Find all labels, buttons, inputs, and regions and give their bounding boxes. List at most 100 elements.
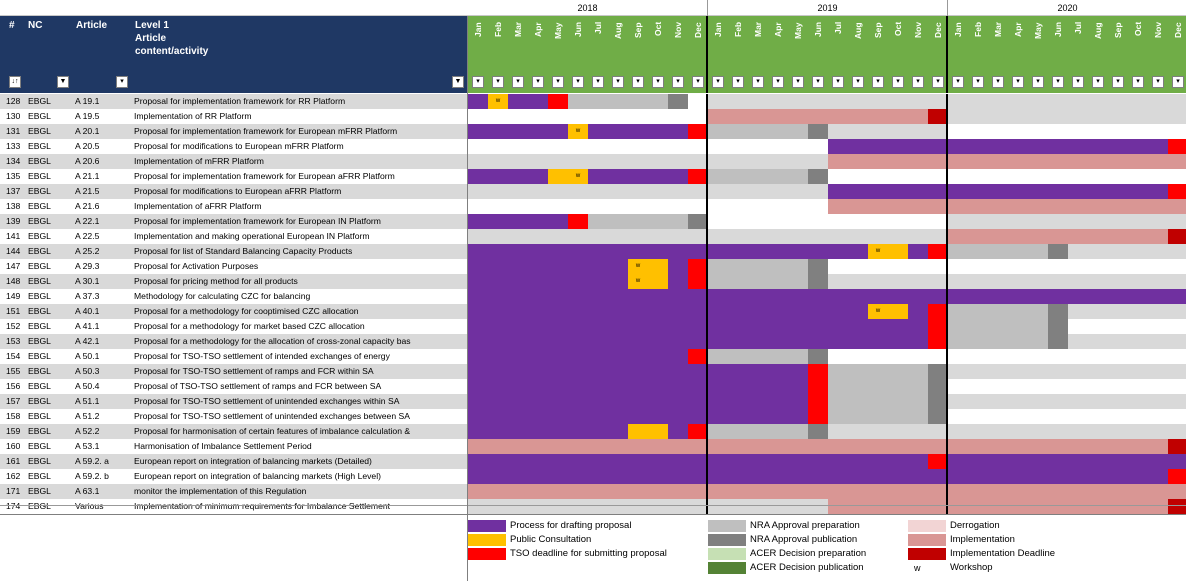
gantt-cell	[528, 304, 548, 319]
table-row[interactable]: 131 EBGL A 20.1 Proposal for implementation…	[0, 124, 1186, 139]
gantt-cell	[488, 334, 508, 349]
month-filter-button[interactable]: ▾	[812, 76, 824, 88]
gantt-cell	[548, 319, 568, 334]
gantt-cell	[1128, 244, 1148, 259]
table-row[interactable]: 151 EBGL A 40.1 Proposal for a methodology …	[0, 304, 1186, 319]
filter-active-button-nc[interactable]: ▼	[57, 76, 69, 88]
month-filter-button[interactable]: ▾	[852, 76, 864, 88]
month-filter-button[interactable]: ▾	[592, 76, 604, 88]
gantt-cell	[808, 334, 828, 349]
month-filter-button[interactable]: ▾	[832, 76, 844, 88]
month-filter-button[interactable]: ▾	[752, 76, 764, 88]
month-filter-button[interactable]: ▾	[552, 76, 564, 88]
row-art: Various	[75, 501, 104, 511]
filter-button-article[interactable]: ▾	[116, 76, 128, 88]
gantt-cell	[608, 169, 628, 184]
gantt-cell	[1128, 379, 1148, 394]
gantt-cell	[1168, 469, 1186, 484]
month-filter-button[interactable]: ▾	[912, 76, 924, 88]
gantt-cell	[1008, 394, 1028, 409]
gantt-cell	[488, 424, 508, 439]
month-filter-button[interactable]: ▾	[872, 76, 884, 88]
table-row[interactable]: 156 EBGL A 50.4 Proposal of TSO-TSO settlem…	[0, 379, 1186, 394]
month-filter-button[interactable]: ▾	[1132, 76, 1144, 88]
month-filter-button[interactable]: ▾	[532, 76, 544, 88]
gantt-cell	[828, 244, 848, 259]
table-row[interactable]: 155 EBGL A 50.3 Proposal for TSO-TSO settle…	[0, 364, 1186, 379]
table-row[interactable]: 148 EBGL A 30.1 Proposal for pricing method…	[0, 274, 1186, 289]
month-filter-button[interactable]: ▾	[932, 76, 944, 88]
gantt-cell	[788, 304, 808, 319]
table-row[interactable]: 158 EBGL A 51.2 Proposal for TSO-TSO settle…	[0, 409, 1186, 424]
month-filter-button[interactable]: ▾	[952, 76, 964, 88]
table-row[interactable]: 157 EBGL A 51.1 Proposal for TSO-TSO settle…	[0, 394, 1186, 409]
table-row[interactable]: 134 EBGL A 20.6 Implementation of mFRR Plat…	[0, 154, 1186, 169]
table-row[interactable]: 141 EBGL A 22.5 Implementation and making o…	[0, 229, 1186, 244]
month-filter-button[interactable]: ▾	[892, 76, 904, 88]
sort-filter-button-num[interactable]: ↓↑	[9, 76, 21, 88]
month-label: Apr	[533, 22, 543, 37]
month-filter-button[interactable]: ▾	[692, 76, 704, 88]
legend-swatch-D	[708, 548, 746, 560]
month-filter-button[interactable]: ▾	[1032, 76, 1044, 88]
table-row[interactable]: 174 EBGL Various Implementation of minimum …	[0, 499, 1186, 514]
month-filter-button[interactable]: ▾	[612, 76, 624, 88]
month-filter-button[interactable]: ▾	[512, 76, 524, 88]
month-filter-button[interactable]: ▾	[972, 76, 984, 88]
month-filter-button[interactable]: ▾	[1152, 76, 1164, 88]
gantt-cell	[648, 364, 668, 379]
gantt-cell	[948, 304, 968, 319]
table-row[interactable]: 171 EBGL A 63.1 monitor the implementation …	[0, 484, 1186, 499]
table-row[interactable]: 152 EBGL A 41.1 Proposal for a methodology …	[0, 319, 1186, 334]
table-row[interactable]: 137 EBGL A 21.5 Proposal for modifications …	[0, 184, 1186, 199]
month-filter-button[interactable]: ▾	[1092, 76, 1104, 88]
month-filter-button[interactable]: ▾	[1072, 76, 1084, 88]
table-row[interactable]: 128 EBGL A 19.1 Proposal for implementation…	[0, 94, 1186, 109]
gantt-cell	[828, 484, 848, 499]
month-filter-button[interactable]: ▾	[772, 76, 784, 88]
month-filter-button[interactable]: ▾	[472, 76, 484, 88]
table-row[interactable]: 159 EBGL A 52.2 Proposal for harmonisation …	[0, 424, 1186, 439]
gantt-cell	[928, 274, 948, 289]
month-filter-button[interactable]: ▾	[1012, 76, 1024, 88]
month-filter-button[interactable]: ▾	[652, 76, 664, 88]
gantt-cell	[968, 349, 988, 364]
gantt-cell	[1008, 424, 1028, 439]
gantt-cell	[1048, 199, 1068, 214]
table-row[interactable]: 130 EBGL A 19.5 Implementation of RR Platfo…	[0, 109, 1186, 124]
table-row[interactable]: 162 EBGL A 59.2. b European report on integ…	[0, 469, 1186, 484]
gantt-cell	[508, 469, 528, 484]
gantt-cell	[828, 94, 848, 109]
month-filter-button[interactable]: ▾	[712, 76, 724, 88]
row-nc: EBGL	[28, 426, 51, 436]
gantt-cell	[948, 394, 968, 409]
month-filter-button[interactable]: ▾	[992, 76, 1004, 88]
table-row[interactable]: 135 EBGL A 21.1 Proposal for implementation…	[0, 169, 1186, 184]
table-row[interactable]: 139 EBGL A 22.1 Proposal for implementation…	[0, 214, 1186, 229]
filter-active-button-level[interactable]: ▼	[452, 76, 464, 88]
table-row[interactable]: 138 EBGL A 21.6 Implementation of aFRR Plat…	[0, 199, 1186, 214]
month-filter-button[interactable]: ▾	[1112, 76, 1124, 88]
month-filter-button[interactable]: ▾	[1172, 76, 1184, 88]
month-filter-button[interactable]: ▾	[1052, 76, 1064, 88]
table-row[interactable]: 147 EBGL A 29.3 Proposal for Activation Pur…	[0, 259, 1186, 274]
month-filter-button[interactable]: ▾	[792, 76, 804, 88]
month-filter-button[interactable]: ▾	[632, 76, 644, 88]
table-row[interactable]: 154 EBGL A 50.1 Proposal for TSO-TSO settle…	[0, 349, 1186, 364]
gantt-cell	[1008, 94, 1028, 109]
table-row[interactable]: 160 EBGL A 53.1 Harmonisation of Imbalance …	[0, 439, 1186, 454]
row-art: A 19.5	[75, 111, 100, 121]
table-row[interactable]: 161 EBGL A 59.2. a European report on integ…	[0, 454, 1186, 469]
gantt-cell	[1168, 214, 1186, 229]
table-row[interactable]: 149 EBGL A 37.3 Methodology for calculating…	[0, 289, 1186, 304]
table-row[interactable]: 144 EBGL A 25.2 Proposal for list of Standa…	[0, 244, 1186, 259]
table-row[interactable]: 133 EBGL A 20.5 Proposal for modifications …	[0, 139, 1186, 154]
gantt-cell	[648, 244, 668, 259]
month-filter-button[interactable]: ▾	[492, 76, 504, 88]
month-filter-button[interactable]: ▾	[672, 76, 684, 88]
table-row[interactable]: 153 EBGL A 42.1 Proposal for a methodology …	[0, 334, 1186, 349]
gantt-cell	[568, 469, 588, 484]
month-filter-button[interactable]: ▾	[572, 76, 584, 88]
month-filter-button[interactable]: ▾	[732, 76, 744, 88]
gantt-cell	[508, 274, 528, 289]
